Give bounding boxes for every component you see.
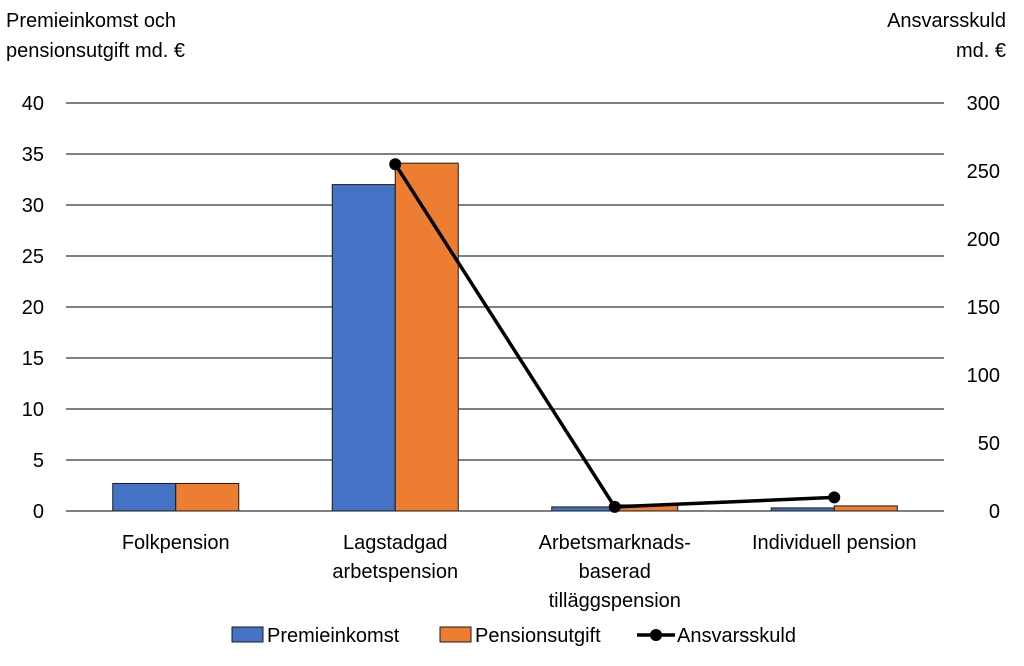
- bar-pensionsutgift: [175, 482, 240, 512]
- left-tick-label: 15: [22, 348, 44, 370]
- category-label: Arbetsmarknads-: [539, 532, 691, 554]
- left-axis-title-line-1: Premieinkomst och: [6, 10, 177, 32]
- left-axis-title: Premieinkomst och pensionsutgift md. €: [6, 6, 185, 66]
- right-tick-label: 200: [967, 229, 1000, 251]
- left-tick-label: 10: [22, 399, 44, 421]
- line-ansvarsskuld: [393, 163, 835, 509]
- bar-pensionsutgift: [833, 505, 898, 512]
- left-tick-label: 20: [22, 297, 44, 319]
- left-axis-title-line-2: pensionsutgift md. €: [6, 40, 185, 62]
- left-tick-label: 25: [22, 246, 44, 268]
- left-tick-label: 40: [22, 93, 44, 115]
- legend-label: Premieinkomst: [267, 625, 400, 647]
- legend: Premieinkomst Pensionsutgift Ansvarsskuld: [231, 625, 796, 647]
- point-ansvarsskuld: [608, 500, 621, 513]
- bar-series: [112, 162, 898, 512]
- bar-premieinkomst: [112, 482, 177, 512]
- legend-label: Ansvarsskuld: [677, 625, 796, 647]
- category-label: Individuell pension: [752, 532, 917, 554]
- category-label: arbetspension: [332, 561, 458, 583]
- point-ansvarsskuld: [828, 491, 841, 504]
- category-label: baserad: [579, 561, 651, 583]
- bar-premieinkomst: [331, 184, 396, 512]
- left-axis-ticks: 0 5 10 15 20 25 30 35 40: [22, 93, 44, 523]
- bar-premieinkomst: [551, 506, 616, 512]
- right-axis-title-line-2: md. €: [955, 40, 1006, 62]
- gridlines: [66, 102, 944, 512]
- legend-marker-ansvarsskuld: [650, 629, 662, 641]
- right-tick-label: 250: [967, 161, 1000, 183]
- category-label: Folkpension: [122, 532, 230, 554]
- line-series: [389, 158, 841, 513]
- category-label: Lagstadgad: [343, 532, 448, 554]
- right-tick-label: 150: [967, 297, 1000, 319]
- right-tick-label: 100: [967, 365, 1000, 387]
- left-tick-label: 30: [22, 195, 44, 217]
- bar-premieinkomst: [770, 507, 835, 512]
- left-tick-label: 0: [33, 501, 44, 523]
- left-tick-label: 5: [33, 450, 44, 472]
- right-tick-label: 300: [967, 93, 1000, 115]
- left-tick-label: 35: [22, 144, 44, 166]
- right-tick-label: 50: [978, 433, 1000, 455]
- bar-pensionsutgift: [394, 162, 459, 512]
- point-ansvarsskuld: [389, 158, 402, 171]
- right-axis-title-line-1: Ansvarsskuld: [887, 10, 1006, 32]
- category-labels: Folkpension Lagstadgad arbetspension Arbets…: [122, 532, 917, 612]
- right-axis-ticks: 0 50 100 150 200 250 300: [967, 93, 1000, 523]
- category-label: tilläggspension: [549, 590, 681, 612]
- legend-swatch-pensionsutgift: [439, 626, 472, 643]
- legend-label: Pensionsutgift: [475, 625, 601, 647]
- right-axis-title: Ansvarsskuld md. €: [887, 6, 1006, 66]
- right-tick-label: 0: [989, 501, 1000, 523]
- legend-swatch-premieinkomst: [231, 626, 264, 643]
